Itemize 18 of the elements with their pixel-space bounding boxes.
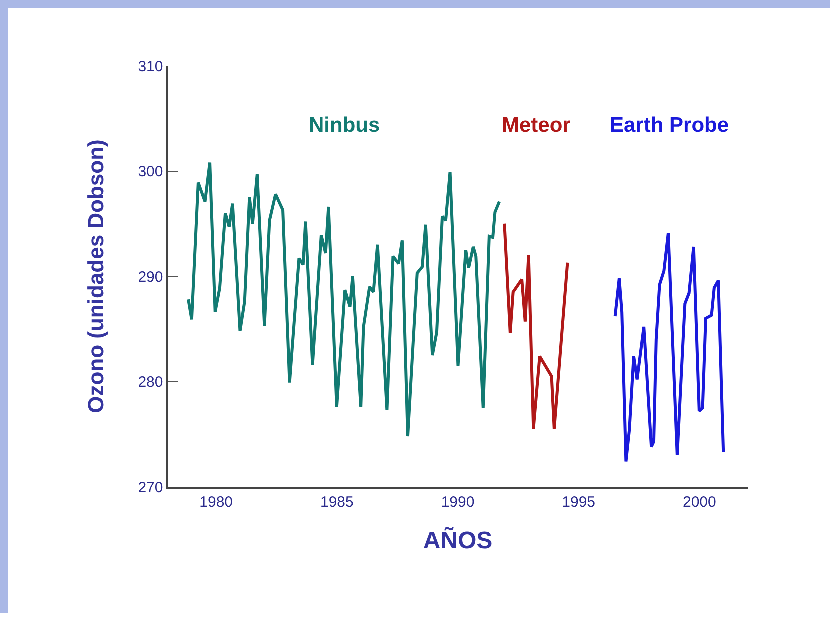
y-tick-label: 280 — [138, 374, 164, 391]
line-series — [503, 222, 570, 431]
x-tick-label: 1985 — [320, 494, 354, 511]
x-tick-label: 2000 — [682, 494, 716, 511]
y-tick-label: 310 — [138, 58, 164, 76]
text: Ninbus — [309, 114, 380, 137]
text: Meteor — [502, 114, 571, 137]
x-axis-title: AÑOS — [423, 526, 493, 555]
x-tick-label: 1990 — [441, 494, 475, 511]
y-tick-label: 270 — [138, 479, 164, 496]
x-tick-label: 1995 — [562, 494, 596, 511]
line-series — [187, 161, 502, 438]
line-series — [614, 232, 726, 464]
y-tick-label: 300 — [138, 164, 164, 180]
y-tick-label: 290 — [138, 268, 164, 286]
x-tick-label: 1980 — [200, 494, 234, 511]
y-axis-title: Ozono (unidades Dobson) — [84, 140, 109, 414]
text: Earth Probe — [610, 114, 730, 137]
